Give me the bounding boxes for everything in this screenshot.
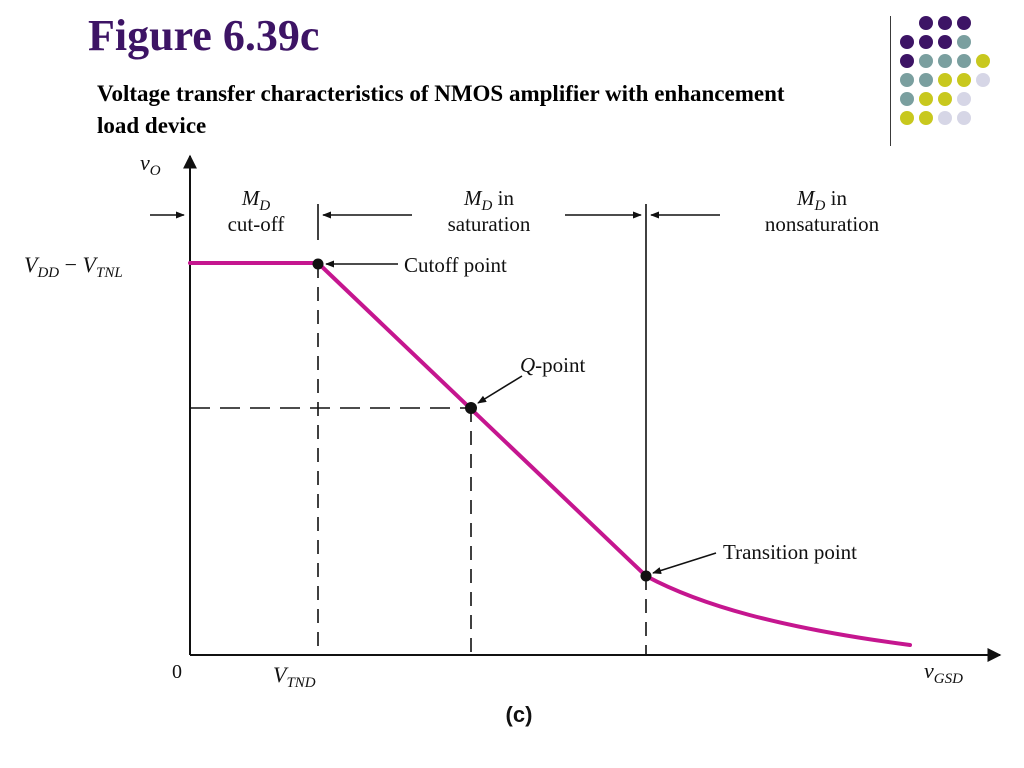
decorative-dot bbox=[919, 73, 933, 87]
decorative-dot bbox=[900, 54, 914, 68]
decorative-dot bbox=[919, 35, 933, 49]
nonsaturation-region-label: nonsaturation bbox=[765, 212, 880, 236]
decorative-dot bbox=[957, 16, 971, 30]
decorative-dot-grid bbox=[900, 14, 1020, 144]
transfer-curve bbox=[188, 261, 912, 647]
decorative-dot bbox=[938, 92, 952, 106]
origin-label: 0 bbox=[172, 661, 182, 683]
q-point-marker bbox=[465, 402, 477, 414]
decorative-dot bbox=[900, 35, 914, 49]
decorative-dot bbox=[957, 92, 971, 106]
vtnd-label: VTND bbox=[273, 662, 316, 691]
decorative-dot bbox=[900, 73, 914, 87]
decorative-dot bbox=[919, 54, 933, 68]
decorative-dot bbox=[957, 35, 971, 49]
decorative-dot bbox=[919, 111, 933, 125]
y-axis-label: vO bbox=[140, 150, 161, 179]
decorative-dot bbox=[938, 35, 952, 49]
decorative-dot bbox=[919, 16, 933, 30]
cutoff-point-label: Cutoff point bbox=[404, 253, 507, 277]
q-point-arrow bbox=[477, 375, 523, 404]
decorative-dot bbox=[938, 54, 952, 68]
decorative-dot bbox=[938, 16, 952, 30]
decorative-dot bbox=[957, 111, 971, 125]
decorative-dot bbox=[938, 73, 952, 87]
decorative-dot bbox=[938, 111, 952, 125]
vdd-minus-vtnl-label: VDD − VTNL bbox=[24, 252, 123, 281]
transition-point-arrow bbox=[652, 552, 717, 574]
transition-point-marker bbox=[640, 570, 652, 582]
x-axis-label: vGSD bbox=[924, 658, 963, 687]
decorative-dot bbox=[957, 54, 971, 68]
decorative-dot bbox=[976, 73, 990, 87]
saturation-region-label: saturation bbox=[448, 212, 531, 236]
figure-caption: (c) bbox=[506, 702, 533, 727]
saturation-region-title: MD in bbox=[463, 186, 514, 214]
transition-point-label: Transition point bbox=[723, 540, 857, 564]
header-divider bbox=[890, 16, 891, 146]
decorative-dot bbox=[919, 92, 933, 106]
nonsaturation-region-title: MD in bbox=[796, 186, 847, 214]
q-point-label: Q-point bbox=[520, 353, 585, 377]
cutoff-point-marker bbox=[312, 258, 324, 270]
slide-subtitle: Voltage transfer characteristics of NMOS… bbox=[97, 81, 785, 138]
decorative-dot bbox=[900, 92, 914, 106]
decorative-dot bbox=[976, 54, 990, 68]
cutoff-region-label: cut-off bbox=[228, 212, 285, 236]
decorative-dot bbox=[957, 73, 971, 87]
slide-title: Figure 6.39c bbox=[88, 11, 320, 60]
cutoff-region-title: MD bbox=[241, 186, 271, 214]
decorative-dot bbox=[900, 111, 914, 125]
